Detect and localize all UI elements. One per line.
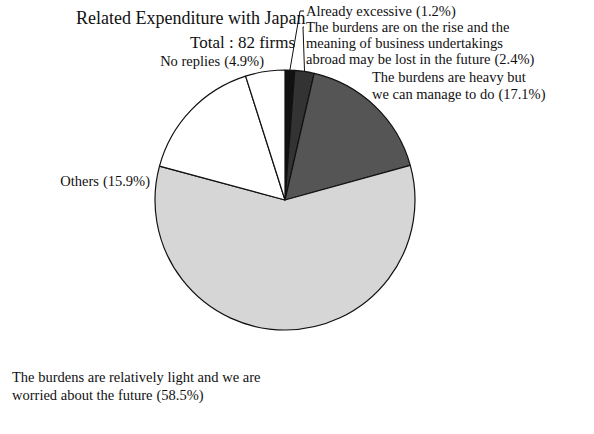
value-label: (15.9%) — [103, 173, 150, 190]
title: Related Expenditure with Japan — [76, 8, 305, 28]
slice-label: worried about the future(58.5%) — [12, 387, 204, 404]
category-label: No replies — [160, 53, 220, 69]
leader-line — [290, 11, 300, 70]
slice-label: The burdens are heavy but — [372, 69, 526, 85]
value-label: (17.1%) — [498, 86, 545, 103]
slice-label: meaning of business undertakings — [306, 35, 503, 51]
slice-label: The burdens are relatively light and we … — [12, 369, 260, 385]
leader-line — [300, 11, 304, 12]
value-label: (1.2%) — [416, 3, 456, 20]
category-label: Already excessive — [306, 3, 412, 19]
labels: Already excessive(1.2%)The burdens are o… — [12, 3, 546, 404]
slice-label: Already excessive(1.2%) — [306, 3, 456, 20]
category-label: Others — [60, 173, 99, 189]
category-label: abroad may be lost in the future — [306, 51, 490, 67]
chart: Related Expenditure with Japan Total : 82… — [0, 0, 594, 434]
slices — [155, 70, 415, 330]
slice-label: No replies(4.9%) — [160, 53, 264, 70]
leader-line — [303, 27, 305, 71]
category-label: The burdens are relatively light and we … — [12, 369, 260, 385]
slice-label: The burdens are on the rise and the — [306, 19, 509, 35]
background — [0, 0, 594, 434]
subtitle: Total : 82 firms — [190, 33, 295, 52]
category-label: worried about the future — [12, 387, 153, 403]
slice-label: Others(15.9%) — [60, 173, 150, 190]
category-label: we can manage to do — [372, 86, 494, 102]
value-label: (58.5%) — [157, 387, 204, 404]
pie-slice — [246, 70, 285, 200]
category-label: The burdens are heavy but — [372, 69, 526, 85]
category-label: The burdens are on the rise and the — [306, 19, 509, 35]
leader-line — [303, 27, 304, 28]
value-label: (2.4%) — [494, 51, 534, 68]
category-label: meaning of business undertakings — [306, 35, 503, 51]
value-label: (4.9%) — [224, 53, 264, 70]
slice-label: abroad may be lost in the future(2.4%) — [306, 51, 534, 68]
slice-label: we can manage to do(17.1%) — [372, 86, 546, 103]
